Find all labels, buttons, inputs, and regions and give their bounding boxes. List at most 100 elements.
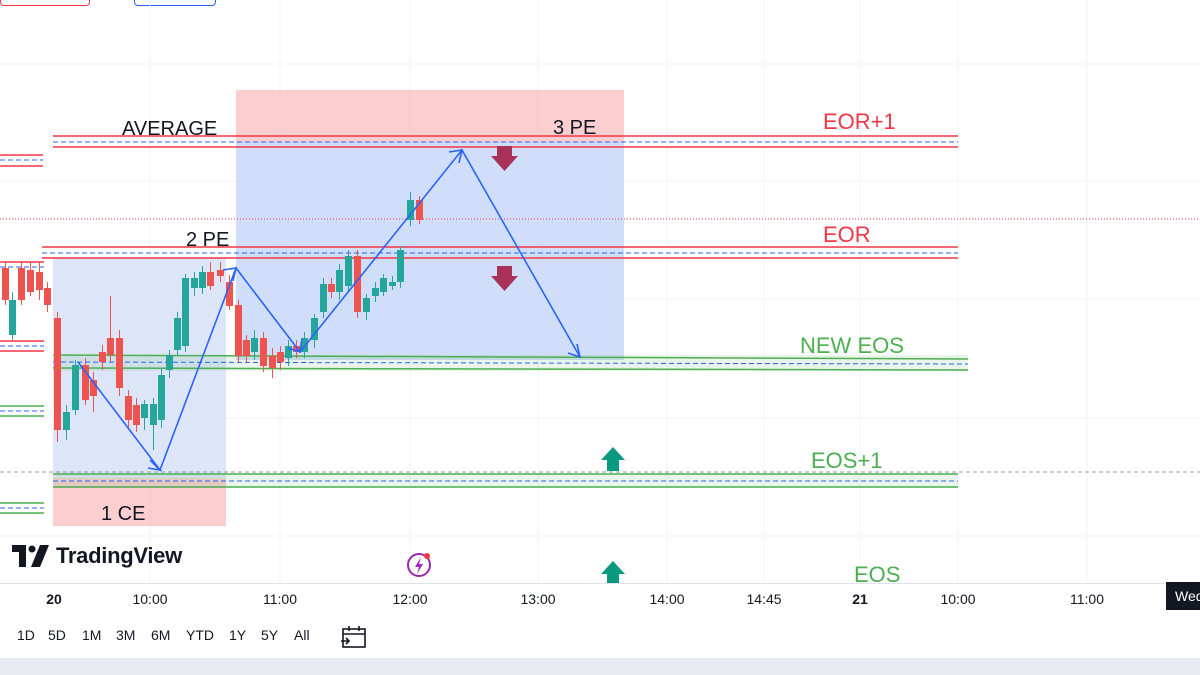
time-tick: 12:00 <box>392 591 428 607</box>
bottom-strip <box>0 658 1200 675</box>
candle-body <box>397 250 404 282</box>
candle-body <box>99 352 106 362</box>
time-tick: 13:00 <box>520 591 556 607</box>
range-button-5y[interactable]: 5Y <box>261 627 279 643</box>
top-button-blue[interactable] <box>134 0 216 6</box>
flash-icon[interactable] <box>407 553 431 577</box>
up-arrow-icon <box>601 561 625 583</box>
down-arrow-icon <box>491 146 518 171</box>
candle-body <box>18 268 25 300</box>
range-button-3m[interactable]: 3M <box>116 627 136 643</box>
range-button-1y[interactable]: 1Y <box>229 627 247 643</box>
candle-body <box>217 270 224 276</box>
candle-body <box>107 338 114 355</box>
candle-body <box>260 338 267 366</box>
candle-body <box>285 346 292 358</box>
candle-body <box>27 270 34 292</box>
range-button-1d[interactable]: 1D <box>17 627 35 643</box>
candle-body <box>301 338 308 352</box>
range-button-5d[interactable]: 5D <box>48 627 66 643</box>
candle-body <box>251 338 258 352</box>
candle-body <box>207 272 214 286</box>
buy-zone-bottom[interactable] <box>53 478 226 526</box>
time-tick: 10:00 <box>132 591 168 607</box>
time-tick: 14:00 <box>649 591 685 607</box>
label-new-eos: NEW EOS <box>800 333 904 358</box>
time-tick: 14:45 <box>746 591 782 607</box>
candle-body <box>363 298 370 312</box>
candle-body <box>243 340 250 356</box>
crosshair-time-label: Wed <box>1166 582 1200 610</box>
label-eos: EOS <box>854 562 900 583</box>
candle-body <box>44 288 51 305</box>
candle-body <box>372 288 379 296</box>
sell-zone-blue[interactable] <box>236 142 624 360</box>
time-axis[interactable]: 20 10:00 11:00 12:00 13:00 14:00 14:45 2… <box>0 584 1200 618</box>
candle-body <box>416 200 423 220</box>
calendar-range-icon[interactable] <box>340 624 368 650</box>
candle-body <box>320 284 327 312</box>
candle-body <box>63 412 70 430</box>
candle-body <box>354 256 361 312</box>
label-eor: EOR <box>823 222 871 247</box>
top-button-red[interactable] <box>0 0 90 6</box>
label-average: AVERAGE <box>122 118 217 140</box>
candle-body <box>407 200 414 220</box>
candle-body <box>311 318 318 340</box>
label-eos-plus1: EOS+1 <box>811 448 883 473</box>
time-tick: 10:00 <box>940 591 976 607</box>
time-tick: 11:00 <box>1070 591 1104 607</box>
candle-body <box>226 282 233 306</box>
price-chart[interactable]: AVERAGE 3 PE 2 PE 1 CE EOR+1 EOR NEW EOS… <box>0 0 1200 583</box>
candle-body <box>345 256 352 286</box>
time-tick: 11:00 <box>263 591 297 607</box>
projected-path[interactable] <box>77 148 582 472</box>
tradingview-logo-icon <box>12 545 49 567</box>
candle-body <box>277 352 284 362</box>
label-3pe: 3 PE <box>553 117 596 139</box>
candle-body <box>182 278 189 346</box>
candle-body <box>191 278 198 288</box>
label-2pe: 2 PE <box>186 229 229 251</box>
range-button-ytd[interactable]: YTD <box>186 627 214 643</box>
time-axis-border <box>0 583 1200 584</box>
range-button-1m[interactable]: 1M <box>82 627 102 643</box>
candle-body <box>336 270 343 292</box>
candle-body <box>269 356 276 368</box>
range-button-all[interactable]: All <box>294 627 310 643</box>
candle-body <box>125 396 132 420</box>
bottom-toolbar: 1D 5D 1M 3M 6M YTD 1Y 5Y All <box>0 618 1200 658</box>
candle-body <box>174 318 181 350</box>
range-button-6m[interactable]: 6M <box>151 627 171 643</box>
candle-body <box>82 365 89 400</box>
candle-body <box>90 380 97 396</box>
label-1ce: 1 CE <box>101 503 145 525</box>
sell-zone-top[interactable] <box>236 90 624 142</box>
candle-body <box>380 278 387 292</box>
candle-body <box>133 405 140 425</box>
candle-body <box>158 375 165 420</box>
label-eor-plus1: EOR+1 <box>823 109 896 134</box>
level-left-green-2[interactable] <box>0 502 44 514</box>
candle-body <box>36 272 43 290</box>
candle-body <box>54 318 61 430</box>
up-arrow-icon <box>601 447 625 471</box>
level-left-red-2[interactable] <box>0 261 44 352</box>
candle-body <box>141 404 148 418</box>
candle-body <box>2 268 9 300</box>
candle-body <box>166 355 173 370</box>
level-left-green-1[interactable] <box>0 405 44 417</box>
candle-body <box>389 282 396 286</box>
logo-text: TradingView <box>56 543 182 568</box>
candle-body <box>199 272 206 288</box>
candle-body <box>235 305 242 356</box>
level-eor[interactable] <box>42 246 958 259</box>
level-eos-plus1[interactable] <box>53 473 958 488</box>
candle-body <box>116 338 123 388</box>
time-tick: 21 <box>852 591 868 607</box>
level-left-red-1[interactable] <box>0 154 43 167</box>
down-arrow-icon <box>491 266 518 291</box>
candle-body <box>328 284 335 292</box>
tradingview-logo[interactable]: TradingView <box>12 540 182 572</box>
candlestick-series <box>2 192 423 450</box>
